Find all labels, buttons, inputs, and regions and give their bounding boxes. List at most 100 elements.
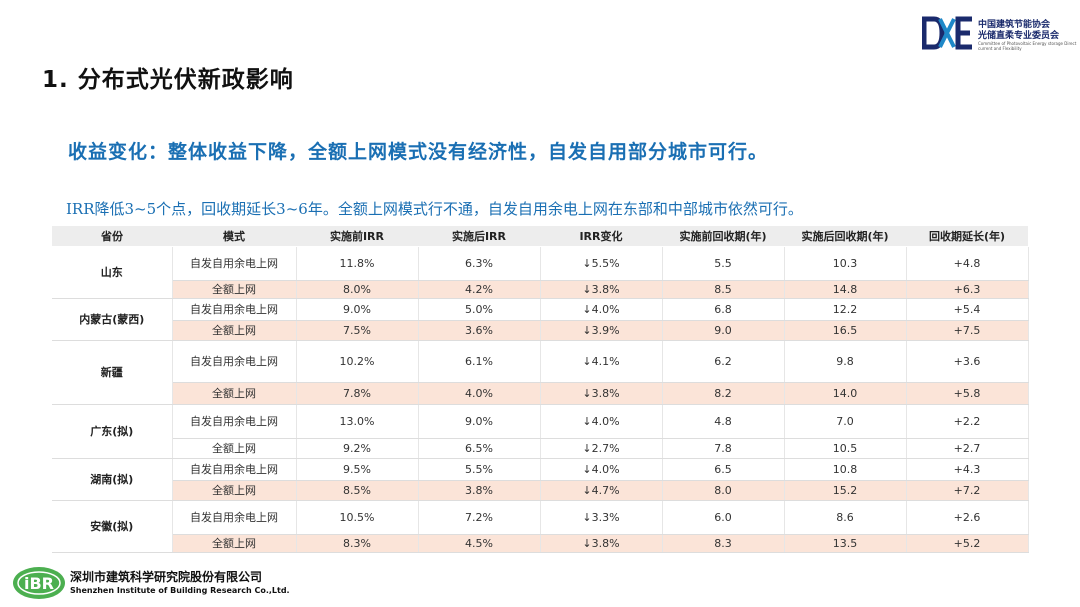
irr-after-cell: 4.5% xyxy=(418,534,541,553)
irr-after-cell: 4.2% xyxy=(418,280,541,299)
irr-after-cell: 6.1% xyxy=(418,340,541,383)
province-cell: 广东(拟) xyxy=(52,404,173,459)
mode-cell: 全额上网 xyxy=(172,480,297,501)
payback-before-cell: 6.5 xyxy=(662,458,785,481)
table-row: 安徽(拟) 自发自用余电上网 10.5% 7.2% ↓3.3% 6.0 8.6 … xyxy=(52,500,1029,553)
irr-change-cell: ↓5.5% xyxy=(540,246,663,281)
header-irr-change: IRR变化 xyxy=(540,226,662,247)
irr-after-cell: 6.5% xyxy=(418,438,541,459)
payback-after-cell: 10.3 xyxy=(784,246,907,281)
irr-change-cell: ↓4.7% xyxy=(540,480,663,501)
payback-after-cell: 9.8 xyxy=(784,340,907,383)
payback-before-cell: 6.0 xyxy=(662,500,785,535)
payback-ext-cell: +4.8 xyxy=(906,246,1029,281)
payback-after-cell: 8.6 xyxy=(784,500,907,535)
payback-after-cell: 12.2 xyxy=(784,298,907,321)
payback-before-cell: 5.5 xyxy=(662,246,785,281)
header-payback-after: 实施后回收期(年) xyxy=(784,226,906,247)
page-subtitle: 收益变化：整体收益下降，全额上网模式没有经济性，自发自用部分城市可行。 xyxy=(68,141,769,163)
irr-before-cell: 8.0% xyxy=(296,280,419,299)
irr-comparison-table: 省份 模式 实施前IRR 实施后IRR IRR变化 实施前回收期(年) 实施后回… xyxy=(52,226,1029,553)
irr-before-cell: 9.2% xyxy=(296,438,419,459)
irr-before-cell: 7.5% xyxy=(296,320,419,341)
payback-before-cell: 9.0 xyxy=(662,320,785,341)
irr-change-cell: ↓2.7% xyxy=(540,438,663,459)
mode-cell: 全额上网 xyxy=(172,280,297,299)
table-row: 全额上网 7.8% 4.0% ↓3.8% 8.2 14.0 +5.8 xyxy=(52,382,1029,405)
irr-before-cell: 9.0% xyxy=(296,298,419,321)
mode-cell: 全额上网 xyxy=(172,320,297,341)
mode-cell: 全额上网 xyxy=(172,438,297,459)
ibr-logo-icon: iBR xyxy=(13,567,65,599)
committee-name-english: Committee of Photovoltaic Energy storage… xyxy=(978,41,1077,51)
irr-after-cell: 5.5% xyxy=(418,458,541,481)
page-title: 1. 分布式光伏新政影响 xyxy=(42,67,294,93)
table-row: 全额上网 8.3% 4.5% ↓3.8% 8.3 13.5 +5.2 xyxy=(52,534,1029,553)
province-cell: 湖南(拟) xyxy=(52,458,173,501)
company-name-en: Shenzhen Institute of Building Research … xyxy=(70,586,290,595)
mode-cell: 自发自用余电上网 xyxy=(172,340,297,383)
payback-before-cell: 6.2 xyxy=(662,340,785,383)
payback-ext-cell: +5.2 xyxy=(906,534,1029,553)
table-row: 湖南(拟) 自发自用余电上网 9.5% 5.5% ↓4.0% 6.5 10.8 … xyxy=(52,458,1029,501)
payback-after-cell: 13.5 xyxy=(784,534,907,553)
irr-before-cell: 11.8% xyxy=(296,246,419,281)
committee-name-line2: 光储直柔专业委员会 xyxy=(978,31,1060,41)
payback-ext-cell: +7.5 xyxy=(906,320,1029,341)
company-logo: iBR 深圳市建筑科学研究院股份有限公司 Shenzhen Institute … xyxy=(12,566,290,602)
irr-change-cell: ↓4.1% xyxy=(540,340,663,383)
summary-text: IRR降低3~5个点，回收期延长3~6年。全额上网模式行不通，自发自用余电上网在… xyxy=(66,200,803,218)
payback-ext-cell: +5.4 xyxy=(906,298,1029,321)
payback-after-cell: 7.0 xyxy=(784,404,907,439)
payback-ext-cell: +6.3 xyxy=(906,280,1029,299)
province-cell: 新疆 xyxy=(52,340,173,405)
irr-after-cell: 9.0% xyxy=(418,404,541,439)
payback-after-cell: 14.0 xyxy=(784,382,907,405)
province-cell: 山东 xyxy=(52,246,173,299)
irr-before-cell: 10.5% xyxy=(296,500,419,535)
irr-change-cell: ↓3.8% xyxy=(540,382,663,405)
payback-ext-cell: +5.8 xyxy=(906,382,1029,405)
payback-after-cell: 10.5 xyxy=(784,438,907,459)
payback-before-cell: 6.8 xyxy=(662,298,785,321)
irr-after-cell: 3.8% xyxy=(418,480,541,501)
table-header-row: 省份 模式 实施前IRR 实施后IRR IRR变化 实施前回收期(年) 实施后回… xyxy=(52,226,1028,247)
irr-change-cell: ↓4.0% xyxy=(540,404,663,439)
payback-ext-cell: +2.7 xyxy=(906,438,1029,459)
header-province: 省份 xyxy=(52,226,172,247)
irr-change-cell: ↓3.9% xyxy=(540,320,663,341)
payback-before-cell: 7.8 xyxy=(662,438,785,459)
irr-change-cell: ↓4.0% xyxy=(540,298,663,321)
payback-after-cell: 15.2 xyxy=(784,480,907,501)
mode-cell: 自发自用余电上网 xyxy=(172,246,297,281)
table-row: 广东(拟) 自发自用余电上网 13.0% 9.0% ↓4.0% 4.8 7.0 … xyxy=(52,404,1029,459)
payback-before-cell: 8.2 xyxy=(662,382,785,405)
mode-cell: 自发自用余电上网 xyxy=(172,404,297,439)
irr-after-cell: 6.3% xyxy=(418,246,541,281)
committee-name-line1: 中国建筑节能协会 xyxy=(978,20,1051,30)
payback-after-cell: 10.8 xyxy=(784,458,907,481)
table-row: 全额上网 8.0% 4.2% ↓3.8% 8.5 14.8 +6.3 xyxy=(52,280,1029,299)
svg-text:iBR: iBR xyxy=(24,574,54,593)
payback-after-cell: 14.8 xyxy=(784,280,907,299)
table-row: 全额上网 7.5% 3.6% ↓3.9% 9.0 16.5 +7.5 xyxy=(52,320,1029,341)
header-irr-after: 实施后IRR xyxy=(418,226,540,247)
irr-before-cell: 9.5% xyxy=(296,458,419,481)
payback-before-cell: 8.5 xyxy=(662,280,785,299)
irr-before-cell: 10.2% xyxy=(296,340,419,383)
header-payback-ext: 回收期延长(年) xyxy=(906,226,1028,247)
payback-ext-cell: +2.6 xyxy=(906,500,1029,535)
mode-cell: 全额上网 xyxy=(172,534,297,553)
header-irr-before: 实施前IRR xyxy=(296,226,418,247)
irr-after-cell: 7.2% xyxy=(418,500,541,535)
irr-after-cell: 5.0% xyxy=(418,298,541,321)
company-name-cn: 深圳市建筑科学研究院股份有限公司 xyxy=(70,570,263,584)
table-row: 山东 自发自用余电上网 11.8% 6.3% ↓5.5% 5.5 10.3 +4… xyxy=(52,246,1029,299)
payback-ext-cell: +3.6 xyxy=(906,340,1029,383)
province-cell: 内蒙古(蒙西) xyxy=(52,298,173,341)
irr-before-cell: 8.5% xyxy=(296,480,419,501)
header-payback-before: 实施前回收期(年) xyxy=(662,226,784,247)
dxe-logo-icon xyxy=(922,16,972,50)
mode-cell: 自发自用余电上网 xyxy=(172,458,297,481)
header-mode: 模式 xyxy=(172,226,296,247)
